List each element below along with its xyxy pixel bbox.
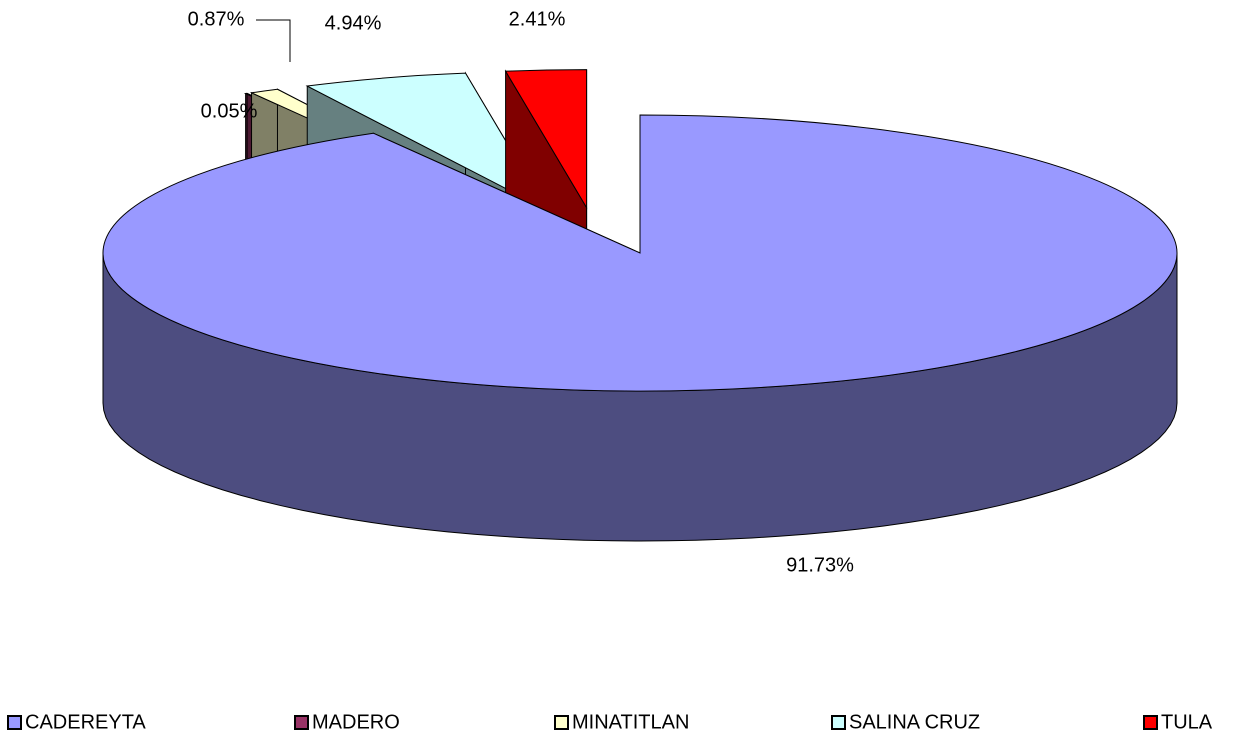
legend-label: CADEREYTA bbox=[25, 711, 146, 733]
data-label: 91.73% bbox=[786, 554, 854, 576]
legend-swatch bbox=[554, 715, 569, 730]
legend-label: TULA bbox=[1161, 711, 1213, 733]
legend-swatch bbox=[294, 715, 309, 730]
legend-swatch bbox=[1143, 715, 1158, 730]
slice bbox=[305, 72, 548, 211]
legend-label: MADERO bbox=[312, 711, 400, 733]
data-label: 0.05% bbox=[201, 100, 258, 122]
leader-line bbox=[256, 19, 291, 62]
legend-swatch bbox=[831, 715, 846, 730]
legend-label: MINATITLAN bbox=[572, 711, 689, 733]
data-label: 4.94% bbox=[325, 12, 382, 34]
slice bbox=[102, 114, 1178, 392]
data-label: 2.41% bbox=[509, 8, 566, 30]
legend-label: SALINA CRUZ bbox=[849, 711, 980, 733]
slice bbox=[504, 69, 588, 210]
legend-swatch bbox=[7, 715, 22, 730]
data-label: 0.87% bbox=[188, 8, 245, 30]
